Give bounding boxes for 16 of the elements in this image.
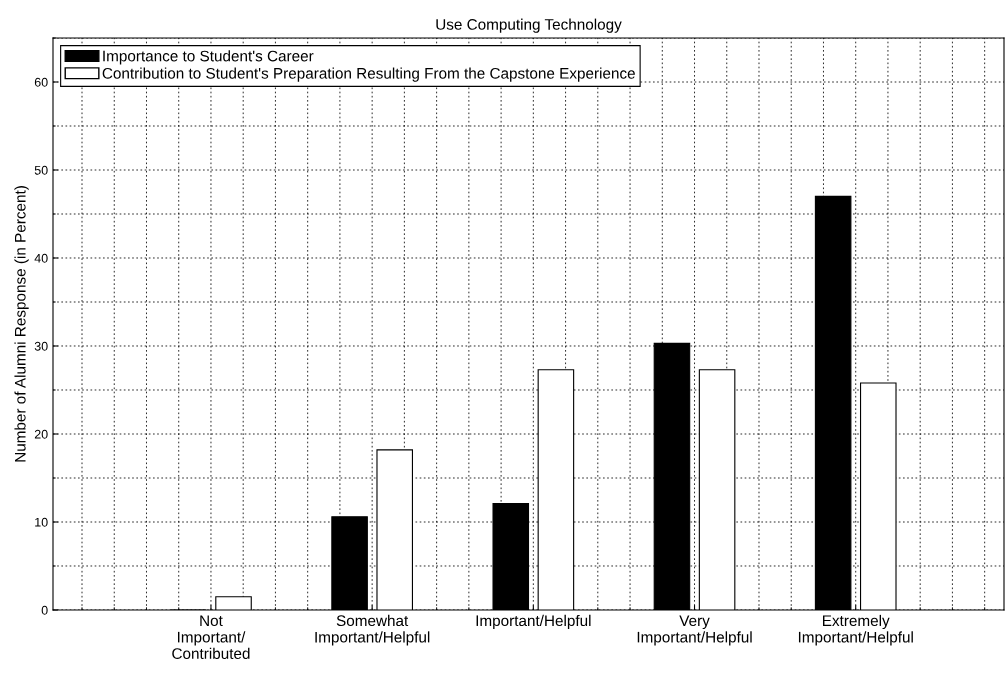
legend-label: Importance to Student's Career (103, 50, 314, 65)
y-tick-label: 10 (35, 517, 48, 527)
y-tick-label: 20 (34, 429, 48, 439)
x-tick-label: Not Important/ Contributed (172, 615, 250, 659)
x-tick-label: Very Important/Helpful (637, 615, 752, 646)
y-axis-title: Number of Alumni Response (in Percent) (14, 186, 29, 462)
y-tick-label: 40 (34, 253, 48, 263)
y-tick-label: 60 (34, 77, 48, 87)
y-tick-label: 0 (41, 605, 48, 615)
x-tick-label: Important/Helpful (476, 614, 591, 630)
x-tick-label: Somewhat Important/Helpful (315, 614, 430, 646)
y-tick-label: 50 (34, 165, 48, 175)
x-tick-label: Extremely Important/Helpful (798, 614, 913, 646)
legend-label: Contribution to Student's Preparation Resulting From the Capstone Experience (102, 67, 635, 82)
y-tick-label: 30 (34, 341, 48, 351)
chart-title: Use Computing Technology (436, 18, 622, 33)
